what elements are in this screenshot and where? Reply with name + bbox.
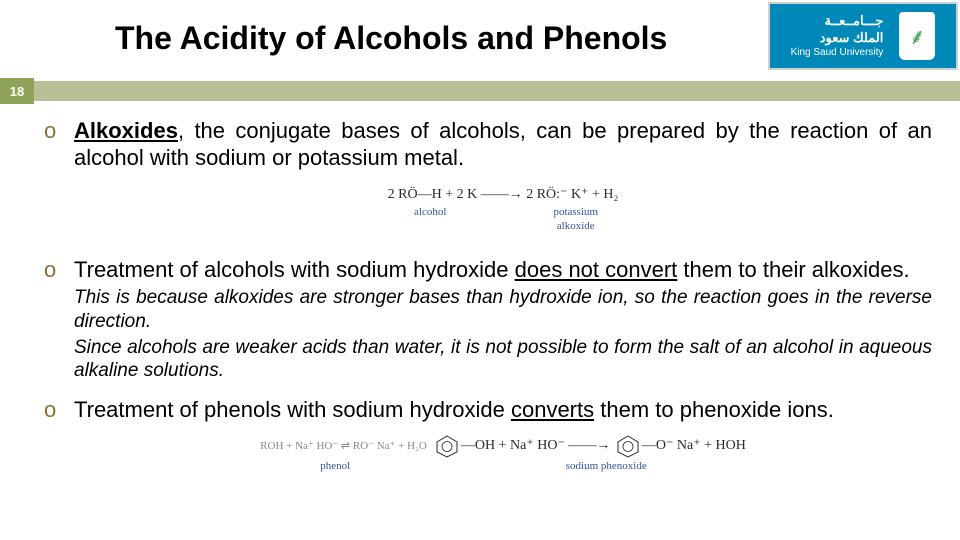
bullet-1: o Alkoxides, the conjugate bases of alco… xyxy=(44,118,932,243)
bullet-2-text: Treatment of alcohols with sodium hydrox… xyxy=(74,257,932,383)
accent-bar xyxy=(34,81,960,101)
bullet-marker-icon: o xyxy=(44,397,74,483)
logo-text: جـــامــعــة الملك سعود King Saud Univer… xyxy=(791,13,892,60)
bullet-2-sub1: This is because alkoxides are stronger b… xyxy=(74,286,932,334)
bullet-1-lead: Alkoxides xyxy=(74,118,178,143)
bullet-3-main2: them to phenoxide ions. xyxy=(594,397,834,422)
equation-1-labels: alcohol potassium alkoxide xyxy=(74,206,932,233)
logo-shield-icon: ⸙ xyxy=(899,12,935,60)
equation-1: 2 RÖ—H + 2 K ——→ 2 RÖ:⁻ K⁺ + H₂ xyxy=(388,186,619,203)
palm-icon: ⸙ xyxy=(909,21,926,51)
bullet-1-rest: , the conjugate bases of alcohols, can b… xyxy=(74,118,932,170)
eq2-right: —O⁻ Na⁺ + HOH xyxy=(642,438,746,453)
benzene-ring-icon xyxy=(614,434,642,458)
bullet-marker-icon: o xyxy=(44,118,74,243)
equation-2-wrap: ROH + Na⁺ HO⁻ ⇌ RO⁻ Na⁺ + H₂O —OH + Na⁺ … xyxy=(74,428,932,473)
eq2-label-left: phenol xyxy=(300,460,440,473)
equation-2-main: —OH + Na⁺ HO⁻ ——→ —O⁻ Na⁺ + HOH xyxy=(433,434,746,458)
bullet-2: o Treatment of alcohols with sodium hydr… xyxy=(44,257,932,383)
content-area: o Alkoxides, the conjugate bases of alco… xyxy=(0,104,960,483)
bullet-3-underline: converts xyxy=(511,397,594,422)
university-logo: جـــامــعــة الملك سعود King Saud Univer… xyxy=(768,2,958,70)
bullet-3: o Treatment of phenols with sodium hydro… xyxy=(44,397,932,483)
equation-2-top: ROH + Na⁺ HO⁻ ⇌ RO⁻ Na⁺ + H₂O xyxy=(260,440,427,453)
bullet-1-text: Alkoxides, the conjugate bases of alcoho… xyxy=(74,118,932,243)
eq1-label-left: alcohol xyxy=(390,206,470,219)
eq2-label-right: sodium phenoxide xyxy=(566,460,706,473)
logo-english-text: King Saud University xyxy=(791,46,884,59)
equation-2-labels: phenol sodium phenoxide xyxy=(74,460,932,473)
header-row: The Acidity of Alcohols and Phenols جـــ… xyxy=(0,0,960,70)
bullet-2-main2: them to their alkoxides. xyxy=(677,257,909,282)
eq1-label-right: potassium alkoxide xyxy=(536,206,616,233)
page-title: The Acidity of Alcohols and Phenols xyxy=(0,0,667,57)
logo-arabic-text: جـــامــعــة الملك سعود xyxy=(791,13,884,47)
slide-number-bar: 18 xyxy=(0,78,960,104)
bullet-2-underline: does not convert xyxy=(515,257,678,282)
bullet-2-sub2: Since alcohols are weaker acids than wat… xyxy=(74,336,932,384)
equation-1-wrap: 2 RÖ—H + 2 K ——→ 2 RÖ:⁻ K⁺ + H₂ alcohol … xyxy=(74,178,932,234)
bullet-3-main: Treatment of phenols with sodium hydroxi… xyxy=(74,397,511,422)
bullet-3-text: Treatment of phenols with sodium hydroxi… xyxy=(74,397,932,483)
benzene-ring-icon xyxy=(433,434,461,458)
bullet-marker-icon: o xyxy=(44,257,74,383)
eq2-left: —OH + Na⁺ HO⁻ ——→ xyxy=(461,438,610,453)
bullet-2-main: Treatment of alcohols with sodium hydrox… xyxy=(74,257,515,282)
slide-number: 18 xyxy=(0,78,34,104)
